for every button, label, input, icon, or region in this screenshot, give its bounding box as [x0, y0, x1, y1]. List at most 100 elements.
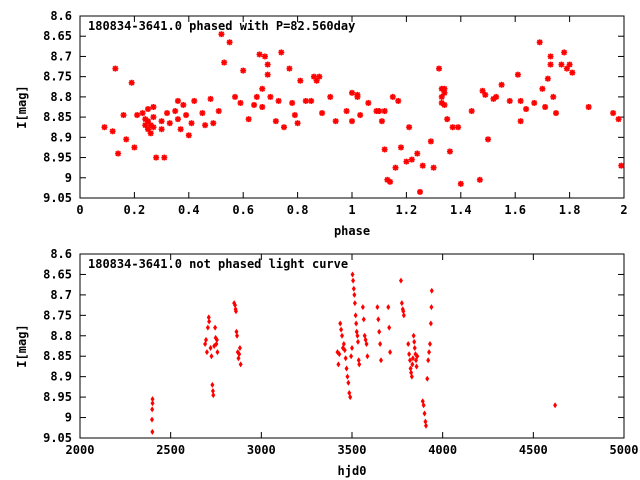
phased-data-point	[289, 99, 296, 106]
unphased-data-point	[350, 271, 355, 278]
phased-y-axis-label: I[mag]	[15, 85, 29, 128]
phased-data-point	[563, 65, 570, 72]
unphased-xtick-label: 3000	[247, 443, 276, 457]
phased-data-point	[615, 116, 622, 123]
phased-data-point	[256, 51, 263, 58]
unphased-data-point	[423, 418, 428, 425]
phased-ytick-label: 8.9	[50, 130, 72, 144]
phased-data-point	[150, 104, 157, 110]
phased-data-point	[544, 75, 551, 82]
unphased-data-point	[401, 312, 406, 319]
phased-data-point	[441, 89, 448, 96]
phased-data-point	[240, 67, 247, 74]
phased-data-point	[482, 91, 489, 98]
unphased-data-point	[344, 365, 349, 372]
unphased-ytick-label: 9.05	[43, 431, 72, 445]
phased-data-point	[145, 126, 151, 133]
phased-data-point	[278, 49, 285, 56]
unphased-data-point	[338, 320, 343, 327]
phased-data-point	[542, 104, 549, 110]
unphased-data-point	[429, 287, 434, 294]
phased-data-point	[441, 101, 448, 108]
phased-data-point	[218, 31, 225, 38]
unphased-data-point	[375, 304, 380, 311]
phased-data-point	[381, 108, 388, 115]
phased-data-point	[174, 97, 181, 104]
unphased-data-point	[414, 363, 419, 370]
unphased-data-point	[207, 318, 212, 325]
phased-data-point	[232, 93, 239, 100]
phased-data-point	[417, 188, 423, 195]
phased-xtick-label: 2	[620, 203, 627, 217]
phased-data-point	[408, 156, 415, 163]
phased-data-point	[493, 93, 500, 100]
phased-xtick-label: 0	[76, 203, 83, 217]
unphased-data-point	[340, 332, 345, 339]
unphased-data-point	[409, 369, 414, 376]
unphased-data-point	[354, 328, 359, 335]
unphased-data-point	[360, 304, 365, 311]
unphased-ytick-label: 8.7	[50, 288, 72, 302]
unphased-data-point	[407, 351, 412, 358]
unphased-data-point	[428, 320, 433, 327]
unphased-data-point	[423, 422, 428, 429]
unphased-data-point	[337, 351, 342, 358]
unphased-data-point	[427, 340, 432, 347]
phased-data-point	[403, 158, 410, 165]
unphased-data-point	[234, 328, 239, 335]
phased-data-point	[553, 110, 559, 117]
phased-data-point	[226, 39, 233, 46]
phased-data-point	[286, 65, 293, 72]
unphased-data-point	[426, 357, 431, 364]
unphased-data-point	[352, 291, 357, 298]
phased-data-point	[183, 112, 190, 119]
unphased-ytick-label: 8.65	[43, 267, 72, 281]
unphased-data-point	[213, 324, 218, 331]
phased-x-axis-label: phase	[334, 224, 370, 238]
phased-data-point	[112, 65, 119, 72]
phased-data-point	[430, 164, 437, 171]
phased-data-point	[245, 116, 252, 123]
phased-data-point	[202, 122, 209, 129]
unphased-data-point	[238, 361, 243, 368]
phased-data-point	[397, 144, 404, 151]
unphased-data-point	[204, 336, 209, 343]
phased-data-point	[427, 138, 434, 145]
unphased-ytick-label: 8.95	[43, 390, 72, 404]
phased-data-point	[506, 97, 513, 104]
phased-data-point	[308, 97, 315, 104]
phased-data-point	[561, 49, 568, 56]
phased-ytick-label: 8.8	[50, 90, 72, 104]
phased-data-point	[142, 122, 149, 129]
phased-data-point	[387, 178, 394, 185]
phased-data-point	[455, 124, 462, 131]
phased-data-point	[392, 164, 399, 171]
phased-chart-title: 180834-3641.0 phased with P=82.560day	[88, 19, 355, 33]
unphased-data-point	[150, 428, 155, 435]
unphased-data-point	[237, 351, 242, 358]
phased-data-point	[101, 124, 108, 131]
phased-xtick-label: 0.6	[232, 203, 254, 217]
unphased-data-point	[150, 406, 155, 413]
unphased-data-point	[233, 302, 238, 309]
phased-data-point	[476, 176, 483, 183]
phased-data-point	[332, 118, 339, 125]
unphased-chart-title: 180834-3641.0 not phased light curve	[88, 257, 348, 271]
phased-data-point	[215, 108, 222, 115]
unphased-data-point	[408, 357, 413, 364]
phased-data-point	[145, 106, 151, 113]
phased-xtick-label: 1.6	[504, 203, 526, 217]
unphased-ytick-label: 8.75	[43, 308, 72, 322]
unphased-ytick-label: 8.85	[43, 349, 72, 363]
unphased-data-point	[410, 355, 415, 362]
unphased-data-point	[341, 340, 346, 347]
unphased-data-point	[422, 410, 427, 417]
phased-ytick-label: 8.6	[50, 9, 72, 23]
unphased-data-point	[356, 357, 361, 364]
phased-xtick-label: 1.4	[450, 203, 472, 217]
phased-data-point	[109, 128, 116, 135]
unphased-data-point	[210, 381, 215, 388]
phased-data-point	[120, 112, 127, 119]
phased-data-point	[281, 124, 287, 131]
unphased-data-point	[352, 300, 357, 307]
